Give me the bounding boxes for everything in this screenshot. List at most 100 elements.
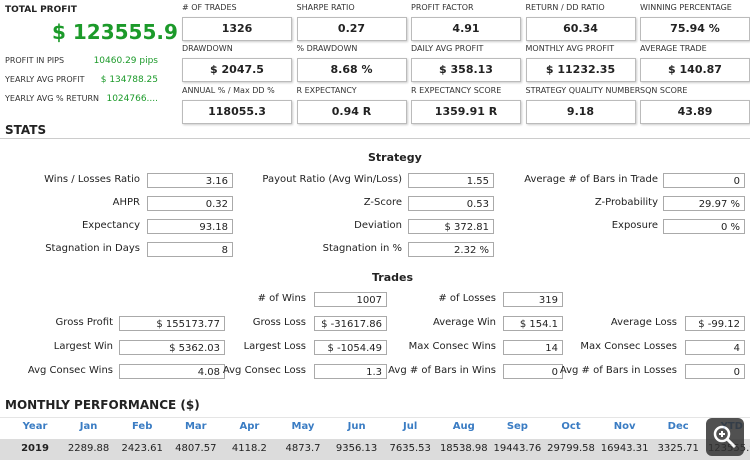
- stat-label: Average # of Bars in Trade: [524, 174, 658, 185]
- metric-value: $ 140.87: [640, 58, 750, 82]
- stat-label: Wins / Losses Ratio: [44, 174, 140, 185]
- stat-label: Z-Probability: [594, 197, 658, 208]
- month-header: Jul: [403, 421, 418, 432]
- metric-label: % DRAWDOWN: [296, 44, 358, 53]
- stat-label: Deviation: [354, 220, 402, 231]
- month-header: Jun: [347, 421, 366, 432]
- summary-item-value: $ 134788.25: [100, 75, 158, 85]
- metric-value: $ 11232.35: [525, 58, 636, 82]
- metric-value: 1326: [182, 17, 292, 41]
- month-header: Year: [22, 421, 48, 432]
- metric-value: 0.27: [296, 17, 407, 41]
- month-value: 3325.71: [657, 443, 699, 454]
- metric-value: 118055.3: [182, 100, 292, 124]
- month-value: 4807.57: [175, 443, 217, 454]
- stat-label: Average Win: [432, 317, 496, 328]
- metric-label: WINNING PERCENTAGE: [640, 3, 732, 12]
- total-profit: $ 123555.9: [52, 20, 178, 44]
- metric-value: 60.34: [525, 17, 636, 41]
- stat-label: Exposure: [611, 220, 658, 231]
- stat-value: $ 154.1: [503, 316, 563, 331]
- month-value: 16943.31: [600, 443, 649, 454]
- metric-label: PROFIT FACTOR: [411, 3, 474, 12]
- summary-item-value: 10460.29 pips: [93, 56, 158, 66]
- stat-value: 0 %: [663, 219, 745, 234]
- month-value: 7635.53: [389, 443, 431, 454]
- stat-label: Stagnation in Days: [45, 243, 140, 254]
- metric-label: # OF TRADES: [182, 3, 237, 12]
- month-header: Feb: [132, 421, 153, 432]
- metric-label: DRAWDOWN: [182, 44, 233, 53]
- row-band: [0, 439, 750, 460]
- stat-label: Max Consec Wins: [408, 341, 496, 352]
- stat-label: Stagnation in %: [322, 243, 402, 254]
- metric-value: 1359.91 R: [411, 100, 521, 124]
- stat-value: 0: [685, 364, 745, 379]
- month-value: 2423.61: [121, 443, 163, 454]
- stat-value: 4: [685, 340, 745, 355]
- section-title: Trades: [372, 271, 414, 284]
- stat-value: 2.32 %: [408, 242, 494, 257]
- metric-value: $ 358.13: [411, 58, 521, 82]
- stat-label: Avg Consec Wins: [27, 365, 113, 376]
- stat-value: 0: [663, 173, 745, 188]
- section-title: STATS: [5, 123, 47, 137]
- month-header: May: [291, 421, 315, 432]
- metric-label: AVERAGE TRADE: [640, 44, 707, 53]
- month-header: Aug: [452, 421, 475, 432]
- metric-label: ANNUAL % / Max DD %: [182, 86, 275, 95]
- metric-value: 4.91: [411, 17, 521, 41]
- stat-value: 319: [503, 292, 563, 307]
- stat-value: 93.18: [147, 219, 233, 234]
- month-value: 2019: [21, 443, 49, 454]
- metric-value: 9.18: [525, 100, 636, 124]
- stat-label: Avg # of Bars in Losses: [559, 365, 677, 376]
- metric-value: 43.89: [640, 100, 750, 124]
- month-header: Oct: [561, 421, 581, 432]
- metric-value: $ 2047.5: [182, 58, 292, 82]
- month-header: Mar: [184, 421, 207, 432]
- month-header: Dec: [667, 421, 689, 432]
- stat-value: 8: [147, 242, 233, 257]
- stat-label: Largest Win: [53, 341, 113, 352]
- stat-label: Max Consec Losses: [580, 341, 677, 352]
- metric-value: 0.94 R: [296, 100, 407, 124]
- stat-value: $ 155173.77: [119, 316, 225, 331]
- stat-label: Avg Consec Loss: [222, 365, 306, 376]
- stat-value: 1.55: [408, 173, 494, 188]
- section-title: MONTHLY PERFORMANCE ($): [5, 398, 200, 412]
- metric-label: SQN SCORE: [640, 86, 688, 95]
- zoom-button[interactable]: [706, 418, 744, 456]
- stat-value: $ 372.81: [408, 219, 494, 234]
- zoom-icon: [713, 425, 737, 449]
- stat-label: Z-Score: [363, 197, 402, 208]
- month-header: Apr: [239, 421, 260, 432]
- month-header: Nov: [613, 421, 636, 432]
- summary-item-label: YEARLY AVG PROFIT: [5, 75, 85, 84]
- stat-label: Expectancy: [81, 220, 140, 231]
- stat-label: AHPR: [112, 197, 140, 208]
- stat-value: 0.32: [147, 196, 233, 211]
- month-value: 18538.98: [439, 443, 488, 454]
- stat-label: # of Wins: [257, 293, 306, 304]
- stat-value: 0: [503, 364, 563, 379]
- stat-value: 3.16: [147, 173, 233, 188]
- stat-value: $ -1054.49: [314, 340, 387, 355]
- metric-label: STRATEGY QUALITY NUMBER: [525, 86, 641, 95]
- stat-label: Average Loss: [610, 317, 677, 328]
- stat-value: $ -99.12: [685, 316, 745, 331]
- stat-value: $ 5362.03: [119, 340, 225, 355]
- stat-label: Payout Ratio (Avg Win/Loss): [262, 174, 402, 185]
- stat-value: 14: [503, 340, 563, 355]
- metric-label: DAILY AVG PROFIT: [411, 44, 484, 53]
- month-value: 9356.13: [335, 443, 378, 454]
- stat-label: Gross Loss: [252, 317, 306, 328]
- month-value: 4118.2: [231, 443, 267, 454]
- stat-value: 29.97 %: [663, 196, 745, 211]
- summary-item-label: PROFIT IN PIPS: [5, 56, 65, 65]
- metric-label: R EXPECTANCY: [296, 86, 357, 95]
- metric-label: SHARPE RATIO: [296, 3, 355, 12]
- metric-label: MONTHLY AVG PROFIT: [525, 44, 615, 53]
- stat-label: # of Losses: [438, 293, 496, 304]
